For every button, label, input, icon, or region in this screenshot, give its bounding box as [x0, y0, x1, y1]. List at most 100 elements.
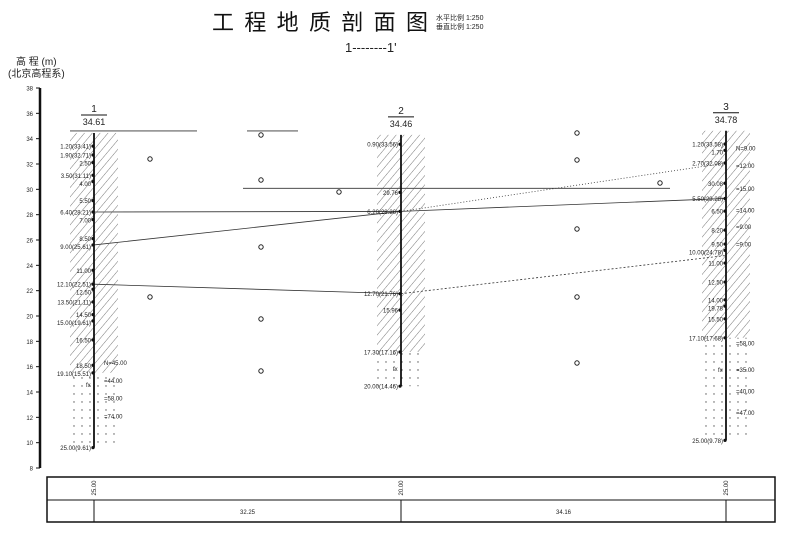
depth-label: 17.10(17.68) [689, 336, 723, 342]
depth-label: 20.00(14.46) [364, 385, 398, 391]
axis-tick-label: 36 [26, 112, 33, 118]
axis-tick-label: 18 [26, 340, 33, 346]
spt-n-value: =9.00 [736, 225, 752, 231]
sample-dot [723, 298, 727, 302]
sample-dot [91, 300, 95, 304]
sample-symbol [147, 294, 153, 300]
depth-label: 9.00(25.61) [60, 245, 91, 251]
sample-symbol [574, 360, 580, 366]
sample-dot [91, 144, 95, 148]
sample-markers [147, 130, 663, 374]
sample-symbol [336, 189, 342, 195]
depth-label: 6.50 [711, 210, 723, 216]
depth-label: 25.00(9.78) [692, 439, 723, 445]
sample-symbol [258, 244, 264, 250]
depth-label: 2.70(32.08) [692, 161, 723, 167]
borehole-3: 3 34.78 1.20(33.58) 1.70 2.70(32.08) 30.08 5.5… [689, 102, 756, 445]
axis-tick-label: 22 [26, 289, 33, 295]
sample-dot [91, 173, 95, 177]
sample-dot [723, 196, 727, 201]
axis-tick-label: 16 [26, 365, 33, 371]
borehole-depth-cell: 20.00 [399, 480, 405, 496]
depth-label: 12.10(22.51) [57, 283, 91, 289]
distance-cell: 32.25 [240, 510, 256, 516]
depth-label: 12.70(21.76) [364, 292, 398, 298]
borehole-1: 1 34.61 1.20(33.41) 1.90(32.71) 2.50 3.50(31.… [57, 104, 128, 452]
borehole-2: 2 34.46 0.90(33.56) 29.76 6.20(28.26) 12.70(2… [364, 106, 425, 391]
sample-symbol [574, 130, 580, 136]
sample-dot [398, 308, 402, 312]
depth-label: 5.50 [79, 199, 91, 205]
depth-label: 8.50 [79, 237, 91, 243]
sample-dot [91, 237, 95, 241]
axis-tick-label: 30 [26, 188, 33, 194]
borehole-depth-cell: 25.00 [724, 480, 730, 496]
sample-dot [91, 363, 95, 367]
sample-dot [91, 319, 95, 323]
axis-sublabel: (北京高程系) [8, 67, 65, 80]
stratum-boundary [93, 210, 402, 213]
depth-label: 30.08 [708, 182, 724, 188]
scale-note-vertical: 垂直比例 1:250 [436, 22, 484, 31]
depth-label: 16.50 [76, 338, 92, 344]
borehole-elevation: 34.61 [83, 117, 106, 127]
section-label: 1--------1' [345, 40, 397, 55]
sample-dot [398, 384, 402, 388]
stratum-boundary [93, 210, 402, 246]
sample-dot [91, 282, 95, 286]
borehole-elevation: 34.46 [390, 119, 413, 129]
sample-dot [723, 209, 727, 213]
depth-label: 6.40(28.21) [60, 211, 91, 217]
depth-label: 14.00 [708, 298, 724, 304]
depth-label: 19.10(15.51) [57, 372, 91, 378]
axis-label: 高 程 (m) [16, 55, 57, 68]
sample-dot [91, 243, 95, 247]
depth-label: 2.50 [79, 162, 91, 168]
sample-dot [91, 338, 95, 342]
axis-tick-label: 28 [26, 213, 33, 219]
depth-label: 25.00(9.61) [60, 446, 91, 452]
sample-dot [723, 242, 727, 246]
sample-dot [91, 180, 95, 184]
soil-code: fx [86, 383, 91, 389]
sample-symbol [258, 177, 264, 183]
sample-dot [91, 153, 95, 157]
spt-n-value: =14.00 [736, 208, 755, 214]
depth-label: 9.50 [711, 243, 723, 249]
sample-dot [398, 292, 402, 296]
borehole-number: 3 [723, 102, 729, 113]
depth-label: 1.70 [711, 150, 723, 156]
sample-dot [723, 142, 727, 146]
sample-dot [398, 190, 402, 194]
depth-label: 8.20 [711, 229, 723, 235]
depth-label: 1.20(33.58) [692, 142, 723, 148]
borehole-number: 2 [398, 106, 404, 117]
depth-label: 12.50 [708, 281, 724, 287]
sample-dot [723, 181, 727, 185]
depth-label: 7.00 [79, 219, 91, 225]
axis-tick-label: 14 [26, 391, 33, 397]
sample-symbol [258, 368, 264, 374]
depth-label: 11.00 [708, 262, 723, 268]
borehole-depth-cell: 25.00 [92, 480, 98, 496]
sample-dot [91, 218, 95, 222]
elevation-axis: 8 10 12 14 16 18 20 22 24 26 28 30 32 34 36 38 [26, 87, 42, 473]
sample-dot [723, 228, 727, 232]
spt-n-value: =35.00 [736, 368, 755, 374]
sample-dot [723, 336, 727, 340]
sample-dot [91, 313, 95, 317]
sample-dot [723, 280, 727, 284]
sample-dot [723, 438, 727, 442]
spt-n-value: =58.00 [104, 397, 123, 403]
drawing-title: 工 程 地 质 剖 面 图 [212, 11, 428, 36]
stratum-boundary [400, 198, 727, 212]
sample-symbol [258, 132, 264, 138]
axis-tick-label: 34 [26, 137, 33, 143]
stratum-lines [70, 130, 727, 295]
sample-symbol [657, 180, 663, 186]
axis-tick-label: 32 [26, 163, 33, 169]
depth-label: 13.50(21.11) [57, 300, 91, 306]
depth-label: 15.96 [383, 309, 399, 315]
sample-dot [91, 446, 95, 450]
